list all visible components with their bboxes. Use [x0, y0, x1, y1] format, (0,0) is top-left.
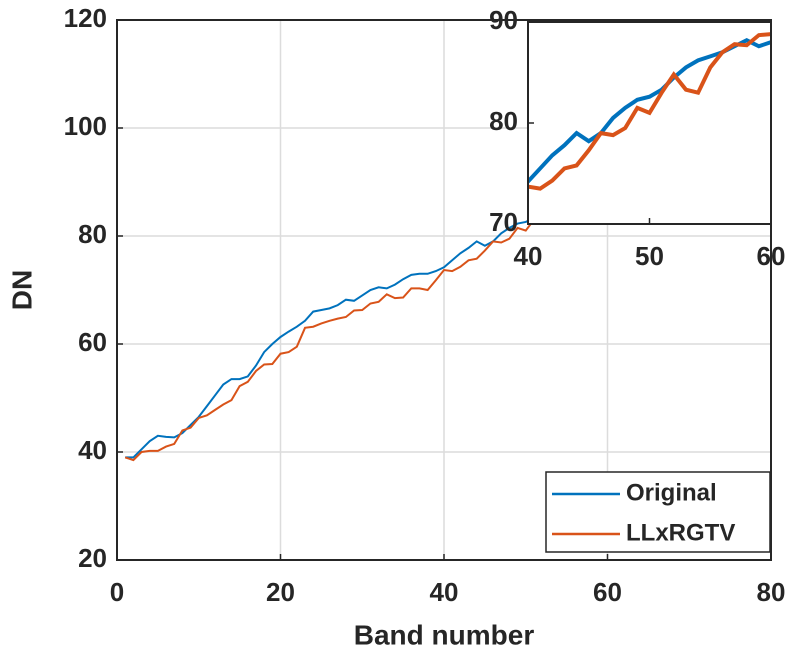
- inset-axes-box: [527, 21, 772, 225]
- series-line: [124, 187, 608, 462]
- inset-series-line: [528, 37, 771, 184]
- y-axis-label: DN: [6, 270, 37, 310]
- inset-x-tick-label: 50: [635, 241, 664, 271]
- x-axis-label: Band number: [354, 619, 535, 650]
- inset-series-line: [528, 32, 771, 191]
- legend-label: Original: [626, 479, 717, 506]
- x-tick-label: 20: [266, 577, 295, 607]
- legend-label: LLxRGTV: [626, 519, 735, 546]
- y-tick-label: 40: [78, 435, 107, 465]
- y-tick-label: 100: [64, 111, 107, 141]
- y-tick-label: 20: [78, 543, 107, 573]
- inset-y-tick-label: 80: [489, 106, 518, 136]
- y-tick-label: 60: [78, 327, 107, 357]
- y-tick-label: 120: [64, 3, 107, 33]
- x-tick-label: 80: [757, 577, 786, 607]
- x-tick-label: 0: [110, 577, 124, 607]
- legend-box: [545, 471, 771, 553]
- inset-x-tick-label: 40: [514, 241, 543, 271]
- inset-y-tick-label: 90: [489, 5, 518, 35]
- x-tick-label: 60: [593, 577, 622, 607]
- inset-plot-area: [528, 22, 771, 224]
- y-tick-label: 80: [78, 219, 107, 249]
- inset-y-tick-label: 70: [489, 207, 518, 237]
- inset-x-tick-label: 60: [757, 241, 786, 271]
- axes-box: [116, 19, 772, 561]
- x-tick-label: 40: [430, 577, 459, 607]
